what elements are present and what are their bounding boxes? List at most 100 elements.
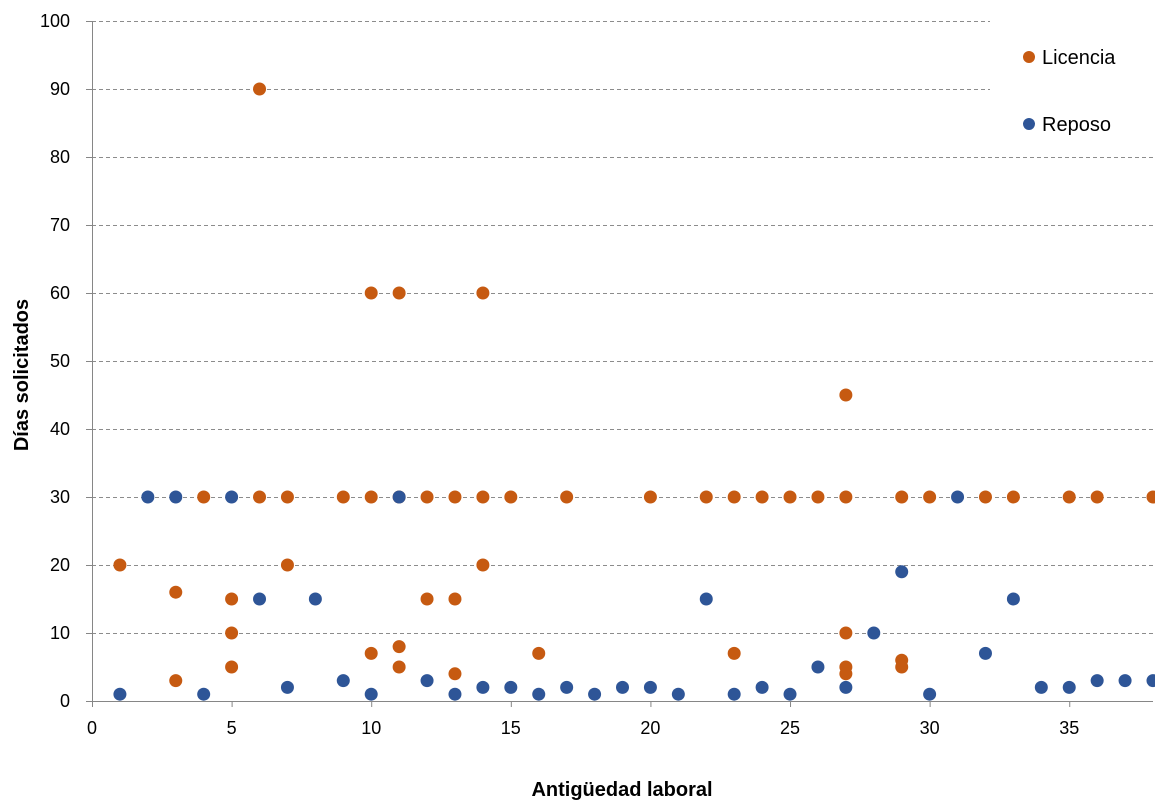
point-reposo bbox=[727, 687, 741, 701]
point-licencia bbox=[643, 490, 657, 504]
point-reposo bbox=[923, 687, 937, 701]
legend-label-reposo: Reposo bbox=[1042, 114, 1111, 136]
point-licencia bbox=[1090, 490, 1104, 504]
point-reposo bbox=[895, 565, 909, 579]
point-licencia bbox=[336, 490, 350, 504]
legend-label-licencia: Licencia bbox=[1042, 47, 1116, 69]
point-reposo bbox=[392, 490, 406, 504]
x-tick-label: 5 bbox=[227, 718, 237, 738]
y-axis-ticks: 0 10 20 30 40 50 60 70 80 90 100 bbox=[40, 11, 92, 711]
point-reposo bbox=[476, 680, 490, 694]
gridlines bbox=[92, 21, 1153, 634]
point-licencia bbox=[113, 558, 127, 572]
point-licencia bbox=[169, 674, 183, 688]
point-licencia bbox=[1006, 490, 1020, 504]
point-reposo bbox=[1090, 674, 1104, 688]
x-tick-label: 10 bbox=[361, 718, 381, 738]
point-licencia bbox=[978, 490, 992, 504]
point-reposo bbox=[280, 680, 294, 694]
x-tick-label: 30 bbox=[920, 718, 940, 738]
point-licencia bbox=[420, 490, 434, 504]
point-licencia bbox=[923, 490, 937, 504]
point-reposo bbox=[560, 680, 574, 694]
x-tick-label: 35 bbox=[1059, 718, 1079, 738]
point-reposo bbox=[839, 680, 853, 694]
point-licencia bbox=[225, 592, 239, 606]
point-licencia bbox=[225, 660, 239, 674]
point-reposo bbox=[811, 660, 825, 674]
point-reposo bbox=[1118, 674, 1132, 688]
point-licencia bbox=[280, 490, 294, 504]
point-licencia bbox=[392, 640, 406, 654]
point-licencia bbox=[420, 592, 434, 606]
point-licencia bbox=[448, 667, 462, 681]
point-licencia bbox=[476, 558, 490, 572]
point-reposo bbox=[225, 490, 239, 504]
point-licencia bbox=[364, 286, 378, 300]
y-tick-label: 20 bbox=[50, 555, 70, 575]
legend: Licencia Reposo bbox=[1023, 47, 1116, 136]
point-licencia bbox=[169, 585, 183, 599]
point-licencia bbox=[839, 667, 853, 681]
point-licencia bbox=[364, 646, 378, 660]
point-licencia bbox=[392, 286, 406, 300]
point-reposo bbox=[141, 490, 155, 504]
point-reposo bbox=[197, 687, 211, 701]
x-axis-ticks: 0 5 10 15 20 25 30 35 bbox=[87, 701, 1079, 738]
point-licencia bbox=[755, 490, 769, 504]
point-reposo bbox=[699, 592, 713, 606]
point-reposo bbox=[643, 680, 657, 694]
point-licencia bbox=[839, 626, 853, 640]
point-licencia bbox=[392, 660, 406, 674]
legend-marker-licencia bbox=[1023, 51, 1035, 63]
point-reposo bbox=[1146, 674, 1155, 688]
point-reposo bbox=[336, 674, 350, 688]
x-tick-label: 20 bbox=[640, 718, 660, 738]
point-reposo bbox=[532, 687, 546, 701]
y-tick-label: 90 bbox=[50, 79, 70, 99]
point-licencia bbox=[253, 490, 267, 504]
y-tick-label: 40 bbox=[50, 419, 70, 439]
y-tick-label: 100 bbox=[40, 11, 70, 31]
y-tick-label: 60 bbox=[50, 283, 70, 303]
point-licencia bbox=[895, 490, 909, 504]
point-reposo bbox=[420, 674, 434, 688]
point-reposo bbox=[755, 680, 769, 694]
point-reposo bbox=[671, 687, 685, 701]
x-axis-title: Antigüedad laboral bbox=[531, 779, 712, 801]
point-reposo bbox=[113, 687, 127, 701]
x-tick-label: 0 bbox=[87, 718, 97, 738]
point-reposo bbox=[588, 687, 602, 701]
point-licencia bbox=[532, 646, 546, 660]
point-licencia bbox=[839, 388, 853, 402]
y-tick-label: 0 bbox=[60, 691, 70, 711]
point-licencia bbox=[476, 286, 490, 300]
point-licencia bbox=[364, 490, 378, 504]
point-reposo bbox=[1006, 592, 1020, 606]
point-licencia bbox=[253, 82, 267, 96]
point-reposo bbox=[448, 687, 462, 701]
point-reposo bbox=[169, 490, 183, 504]
y-tick-label: 10 bbox=[50, 623, 70, 643]
point-licencia bbox=[280, 558, 294, 572]
point-reposo bbox=[783, 687, 797, 701]
point-licencia bbox=[448, 592, 462, 606]
y-axis-title: Días solicitados bbox=[11, 299, 33, 451]
point-reposo bbox=[978, 646, 992, 660]
point-licencia bbox=[1062, 490, 1076, 504]
data-points bbox=[113, 82, 1155, 701]
point-reposo bbox=[951, 490, 965, 504]
point-reposo bbox=[364, 687, 378, 701]
y-tick-label: 80 bbox=[50, 147, 70, 167]
point-reposo bbox=[253, 592, 267, 606]
point-licencia bbox=[811, 490, 825, 504]
point-licencia bbox=[560, 490, 574, 504]
x-tick-label: 15 bbox=[501, 718, 521, 738]
point-reposo bbox=[1062, 680, 1076, 694]
point-reposo bbox=[616, 680, 629, 694]
point-reposo bbox=[867, 626, 881, 640]
point-reposo bbox=[504, 680, 518, 694]
y-tick-label: 30 bbox=[50, 487, 70, 507]
point-licencia bbox=[895, 660, 909, 674]
